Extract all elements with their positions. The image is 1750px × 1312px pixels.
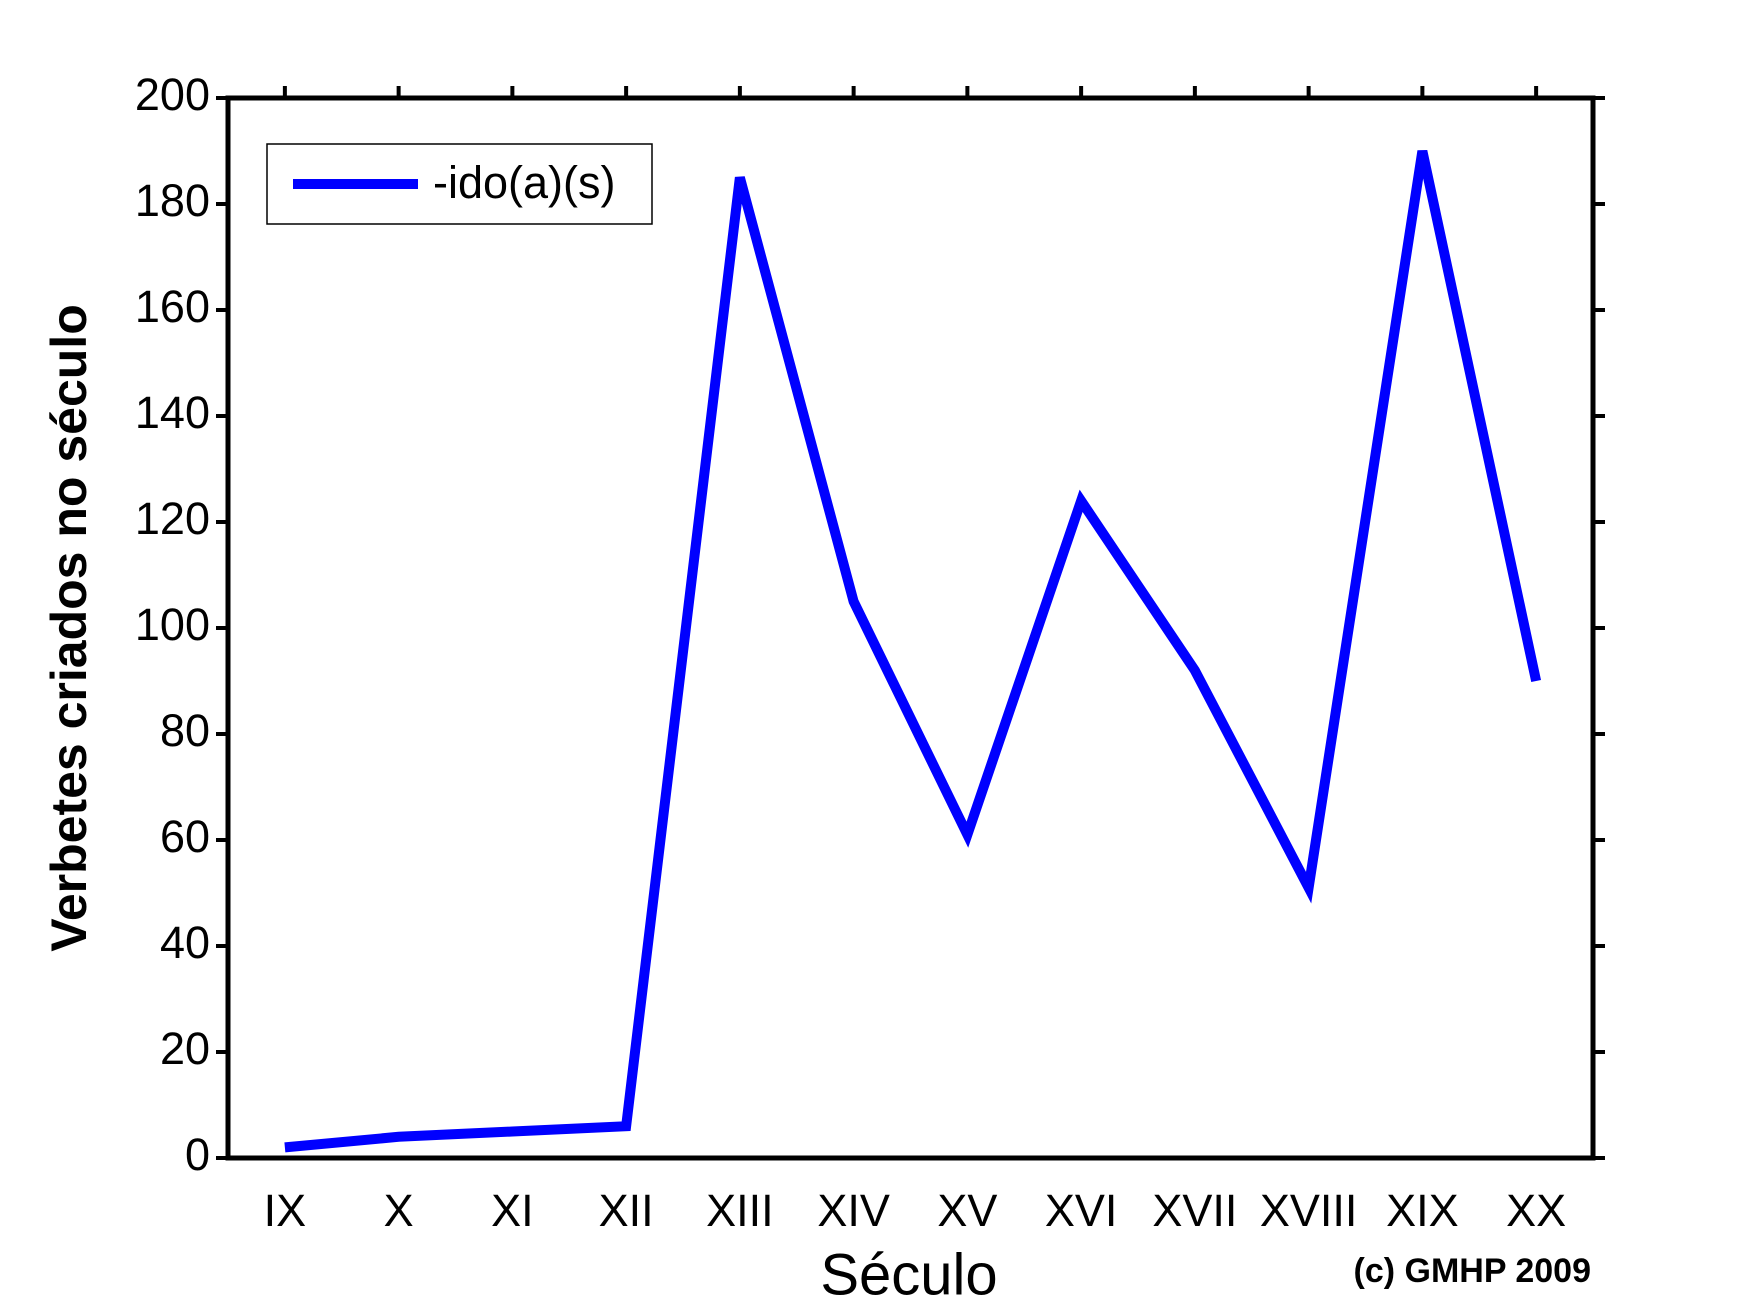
y-axis-title: Verbetes criados no século (41, 304, 97, 952)
x-tick-label: IX (264, 1185, 307, 1236)
y-tick-label: 60 (160, 811, 210, 862)
x-tick-label: X (384, 1185, 414, 1236)
y-tick-label: 180 (135, 175, 210, 226)
x-tick-label: XI (491, 1185, 534, 1236)
x-tick-label: XVIII (1260, 1185, 1358, 1236)
y-tick-label: 160 (135, 281, 210, 332)
plot-frame (225, 95, 1596, 1161)
x-tick-label: XV (937, 1185, 997, 1236)
line-series (284, 149, 1542, 1153)
y-tick-label: 140 (135, 387, 210, 438)
x-tick-label: XX (1506, 1185, 1566, 1236)
x-tick-label: XII (599, 1185, 654, 1236)
y-tick-label: 20 (160, 1023, 210, 1074)
y-tick-label: 40 (160, 917, 210, 968)
x-tick-label: XIII (706, 1185, 774, 1236)
x-tick-label: XIV (817, 1185, 890, 1236)
legend-label: -ido(a)(s) (433, 157, 616, 208)
annotation: (c) GMHP 2009 (1354, 1252, 1591, 1290)
y-tick-label: 200 (135, 69, 210, 120)
y-tick-label: 80 (160, 705, 210, 756)
x-tick-label: XVI (1045, 1185, 1118, 1236)
x-tick-label: XVII (1152, 1185, 1237, 1236)
y-tick-label: 100 (135, 599, 210, 650)
x-axis-title: Século (820, 1242, 997, 1307)
x-tick-label: XIX (1386, 1185, 1459, 1236)
y-tick-label: 120 (135, 493, 210, 544)
y-tick-label: 0 (185, 1129, 210, 1180)
